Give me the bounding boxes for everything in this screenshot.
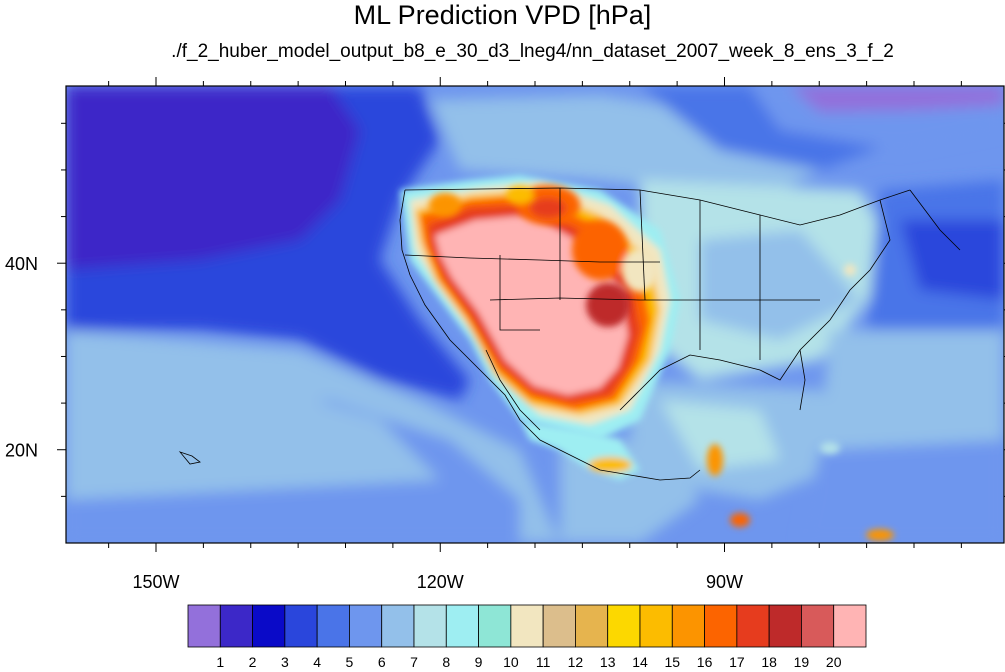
colorbar-swatch: [639, 604, 673, 648]
colorbar-label: 4: [313, 654, 321, 670]
colorbar-label: 12: [568, 654, 584, 670]
x-axis-ticks: 150W 120W 90W: [108, 77, 962, 592]
colorbar-swatch: [316, 604, 350, 648]
colorbar-swatch: [671, 604, 705, 648]
colorbar-label: 16: [697, 654, 713, 670]
colorbar-swatch: [833, 604, 867, 648]
colorbar-label: 17: [729, 654, 745, 670]
colorbar-label: 2: [249, 654, 257, 670]
map-subtitle: ./f_2_huber_model_output_b8_e_30_d3_lneg…: [171, 41, 894, 62]
colorbar-label: 7: [410, 654, 418, 670]
colorbar: 1 2 3 4 5 6 7 8 9 10 11 12 13 14 15 16 17 18 19 20: [187, 604, 867, 670]
y-axis-ticks: 40N 20N: [5, 122, 1005, 497]
x-tick-label: 90W: [706, 572, 743, 592]
colorbar-swatch: [187, 604, 221, 648]
colorbar-swatch: [252, 604, 286, 648]
colorbar-swatch: [445, 604, 479, 648]
colorbar-swatch: [349, 604, 383, 648]
colorbar-swatch: [381, 604, 415, 648]
colorbar-swatch: [575, 604, 609, 648]
colorbar-swatch: [768, 604, 802, 648]
colorbar-label: 20: [826, 654, 842, 670]
colorbar-label: 11: [536, 654, 551, 670]
colorbar-label: 6: [378, 654, 386, 670]
colorbar-swatch: [284, 604, 318, 648]
colorbar-swatch: [478, 604, 512, 648]
x-tick-label: 150W: [132, 572, 179, 592]
colorbar-swatch: [219, 604, 253, 648]
coastlines-borders: [178, 187, 961, 481]
colorbar-label: 14: [632, 654, 648, 670]
colorbar-label: 10: [503, 654, 519, 670]
vpd-field: [66, 86, 1004, 543]
x-tick-label: 120W: [417, 572, 464, 592]
y-tick-label: 20N: [5, 441, 38, 461]
colorbar-label: 13: [600, 654, 616, 670]
y-tick-label: 40N: [5, 254, 38, 274]
colorbar-swatch: [413, 604, 447, 648]
colorbar-swatch: [542, 604, 576, 648]
colorbar-swatch: [704, 604, 738, 648]
colorbar-swatch: [607, 604, 641, 648]
colorbar-label: 18: [761, 654, 777, 670]
colorbar-label: 1: [216, 654, 224, 670]
colorbar-label: 9: [475, 654, 483, 670]
map-title: ML Prediction VPD [hPa]: [353, 0, 652, 30]
colorbar-label: 3: [281, 654, 289, 670]
colorbar-label: 19: [794, 654, 810, 670]
colorbar-swatch: [510, 604, 544, 648]
colorbar-swatch: [801, 604, 835, 648]
colorbar-label: 8: [442, 654, 450, 670]
colorbar-label: 5: [346, 654, 354, 670]
colorbar-label: 15: [664, 654, 680, 670]
colorbar-swatch: [736, 604, 770, 648]
